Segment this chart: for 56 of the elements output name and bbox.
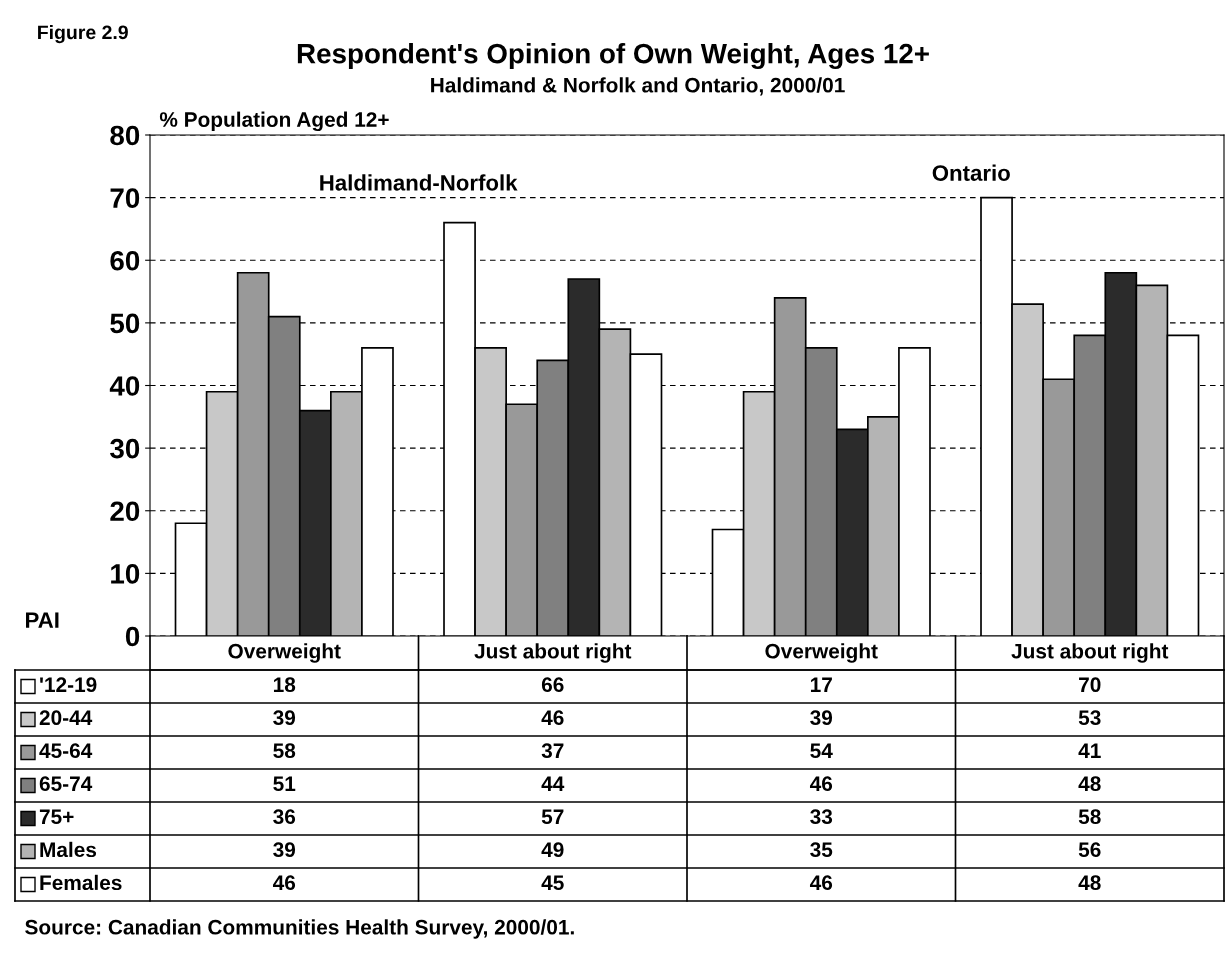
data-label: 46 (809, 875, 833, 891)
data-label: 70 (1079, 677, 1101, 693)
y-tick-label: 10 (111, 564, 140, 584)
x-tick-label: Overweight (765, 643, 878, 663)
data-label: 54 (810, 743, 833, 759)
data-label: 39 (810, 710, 833, 726)
y-tick-label: 50 (110, 313, 140, 334)
text: PAI (26, 612, 59, 628)
y-tick-label: 70 (110, 188, 140, 208)
data-label: 58 (1078, 809, 1101, 825)
y-tick-label: 60 (110, 250, 140, 271)
source-note: Source: Canadian Communities Health Survey, 2000/01. (25, 919, 574, 939)
caption: Figure 2.9 (38, 24, 128, 44)
y-tick-label: 40 (109, 376, 140, 396)
data-label: 46 (272, 875, 296, 891)
data-label: 45 (541, 875, 564, 891)
data-label: 57 (541, 809, 564, 825)
data-label: 48 (1078, 776, 1101, 792)
data-label: 35 (810, 842, 833, 858)
annotation: Ontario (932, 164, 1010, 181)
x-tick-label: Just about right (1011, 643, 1169, 663)
legend-label: 20-44 (39, 710, 93, 726)
data-label: 66 (541, 677, 564, 693)
data-label: 53 (1078, 710, 1101, 726)
data-label: 33 (810, 809, 833, 825)
legend-label: Females (40, 874, 122, 891)
legend-label: 75+ (39, 809, 74, 825)
data-label: 58 (273, 743, 296, 759)
x-tick-label: Just about right (474, 643, 632, 663)
data-label: 44 (541, 776, 565, 791)
data-label: 17 (810, 677, 832, 692)
legend-label: Males (40, 841, 97, 858)
data-label: 46 (541, 710, 564, 726)
data-label: 51 (273, 776, 296, 792)
data-label: 48 (1078, 875, 1101, 891)
y-tick-label: 0 (125, 626, 140, 647)
y-tick-label: 30 (110, 438, 140, 459)
data-label: 37 (541, 743, 564, 759)
x-tick-label: Overweight (228, 643, 341, 663)
annotation: Haldimand-Norfolk (320, 174, 518, 191)
legend-label: 65-74 (39, 776, 93, 792)
y-axis-title: % Population Aged 12+ (159, 111, 389, 132)
data-label: 36 (273, 809, 296, 825)
y-tick-label: 20 (110, 501, 140, 522)
data-label: 56 (1078, 842, 1101, 858)
data-label: 41 (1078, 743, 1101, 758)
data-label: 39 (273, 842, 296, 858)
data-label: 46 (809, 776, 833, 792)
data-label: 49 (541, 842, 564, 858)
data-label: 18 (273, 677, 296, 693)
data-label: 39 (273, 710, 296, 726)
y-tick-label: 80 (110, 125, 140, 146)
legend-label: 45-64 (39, 743, 93, 759)
chart-subtitle: Haldimand & Norfolk and Ontario, 2000/01 (431, 77, 845, 96)
chart-title: Respondent's Opinion of Own Weight, Ages 12+ (297, 43, 929, 70)
legend-label: '12-19 (40, 677, 97, 693)
